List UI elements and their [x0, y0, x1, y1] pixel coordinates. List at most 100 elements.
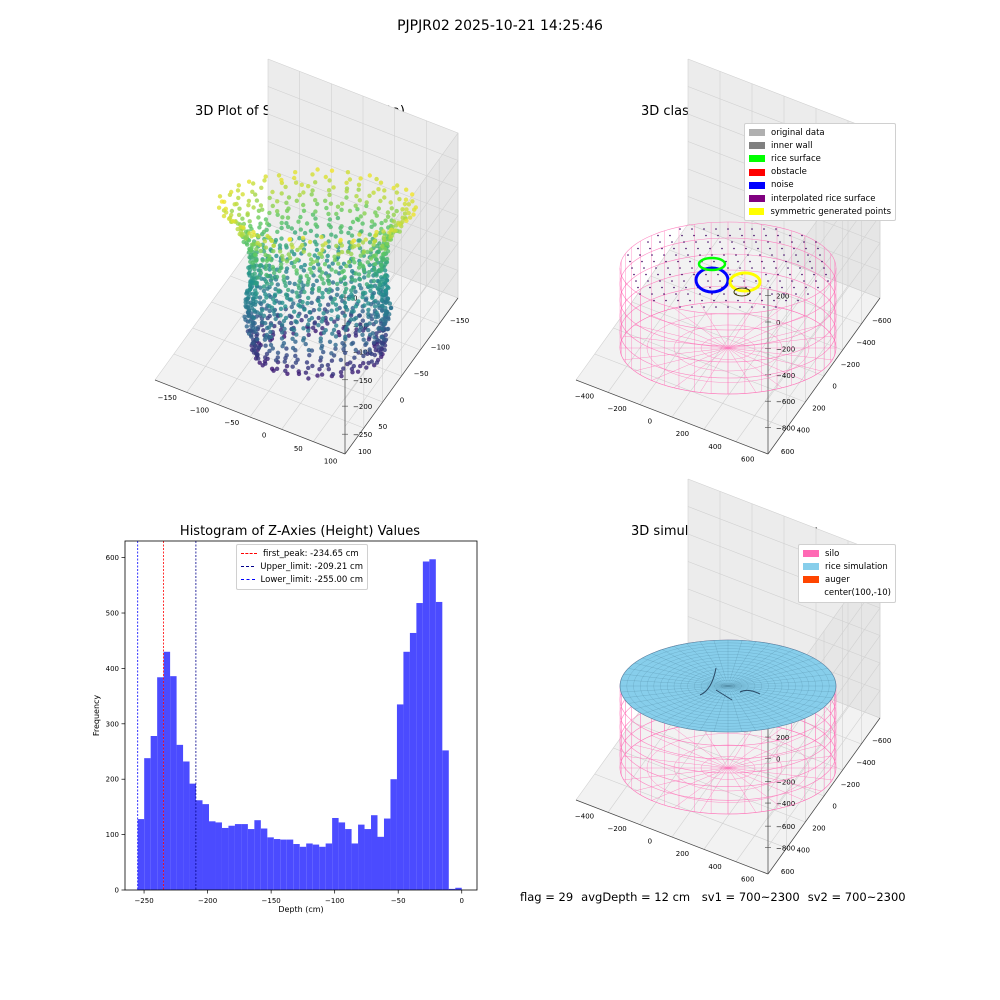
- simulation-silo-wire: [619, 639, 837, 815]
- rice-surface-grid: [727, 685, 814, 715]
- histogram-bar: [254, 820, 261, 890]
- histogram-bar: [241, 824, 248, 890]
- legend-line-swatch: [241, 566, 255, 568]
- x-tick-label: 0: [648, 418, 652, 426]
- rice-surface-grid: [687, 668, 769, 704]
- histogram-bar: [247, 829, 255, 890]
- y-tick-label: 200: [812, 405, 825, 413]
- grid-line: [687, 196, 881, 427]
- legend-item: silo: [803, 547, 891, 560]
- histogram-bar: [293, 844, 300, 890]
- y-tick-label: 100: [106, 831, 119, 839]
- y-tick-label: 400: [106, 665, 119, 673]
- x-tick-label: 600: [741, 875, 754, 883]
- grid-line: [575, 799, 769, 875]
- y-tick-label: 50: [378, 423, 387, 431]
- grid-line: [267, 168, 459, 400]
- grid-line: [594, 353, 787, 429]
- grid-line: [669, 249, 862, 325]
- legend-label: rice surface: [771, 153, 821, 164]
- legend-item: obstacle: [749, 166, 891, 179]
- simulation-silo-floor: [619, 721, 837, 815]
- rice-surface-grid: [699, 641, 729, 687]
- y-tick-label: 0: [832, 383, 836, 391]
- rice-surface-grid: [626, 642, 830, 730]
- z-tick-label: −600: [776, 398, 795, 406]
- x-tick-label: −250: [134, 897, 153, 905]
- legend-label: center(100,-10): [824, 588, 891, 599]
- histogram-bar: [409, 632, 417, 890]
- pane-floor: [576, 644, 880, 874]
- rice-surface-grid: [727, 643, 770, 687]
- x-tick-label: −400: [575, 812, 594, 820]
- legend-swatch: [749, 208, 765, 216]
- classify-interpolated-points: [627, 228, 829, 308]
- legend-label: Upper_limit: -209.21 cm: [260, 561, 363, 572]
- grid-line: [218, 248, 332, 405]
- grid-line: [687, 643, 881, 875]
- histogram-bar: [260, 828, 268, 890]
- grid-line: [631, 721, 825, 797]
- rice-surface-grid: [727, 685, 757, 731]
- histogram-bar: [448, 888, 456, 890]
- histogram-bar: [312, 844, 320, 890]
- z-tick-label: −600: [776, 823, 795, 831]
- grid-line: [687, 223, 881, 455]
- legend-label: Lower_limit: -255.00 cm: [260, 574, 363, 585]
- histogram-bar: [319, 846, 326, 890]
- rice-surface-grid: [727, 640, 743, 687]
- y-axis-line: [767, 297, 881, 455]
- rice-surface-grid: [727, 685, 836, 693]
- legend-swatch: [803, 550, 819, 558]
- x-tick-label: 100: [324, 458, 337, 466]
- grid-line: [607, 656, 721, 813]
- legend-item: inner wall: [749, 139, 891, 152]
- grid-line: [735, 705, 849, 862]
- rice-surface-grid: [727, 685, 805, 719]
- rice-surface-grid: [727, 685, 743, 732]
- rice-surface-grid: [651, 685, 729, 719]
- histogram-bar: [196, 800, 203, 890]
- rice-surface-grid: [667, 659, 789, 713]
- legend-label: symmetric generated points: [770, 206, 891, 217]
- z-tick-label: 200: [776, 293, 789, 301]
- histogram-bar: [137, 819, 145, 890]
- grid-line: [687, 616, 881, 847]
- legend-swatch: [749, 129, 765, 137]
- rice-surface-grid: [686, 685, 729, 729]
- grid-line: [267, 223, 459, 455]
- grid-line: [575, 379, 769, 455]
- y-tick-label: 600: [781, 448, 794, 456]
- histogram-bar: [435, 601, 443, 890]
- rice-surface-grid: [727, 685, 833, 699]
- z-tick-label: 400: [776, 711, 789, 719]
- grid-line: [154, 379, 346, 455]
- grid-line: [767, 297, 881, 455]
- x-tick-label: −200: [608, 825, 627, 833]
- y-tick-label: 400: [797, 846, 810, 854]
- rice-surface-grid: [673, 685, 729, 726]
- classify-legend: original data inner wall rice surface obsta…: [744, 123, 896, 222]
- rice-surface-grid: [628, 685, 729, 704]
- rice-surface-grid: [727, 679, 836, 687]
- grid-line: [211, 301, 402, 377]
- rice-surface-grid: [727, 649, 794, 687]
- legend-swatch: [749, 168, 765, 176]
- grid-line: [249, 260, 364, 418]
- legend-swatch: [749, 181, 765, 189]
- z-tick-label: 200: [776, 734, 789, 742]
- z-tick-label: −200: [353, 403, 372, 411]
- legend-swatch: [803, 576, 819, 584]
- y-tick-label: −600: [872, 317, 891, 325]
- status-line: flag = 29 avgDepth = 12 cm sv1 = 700~2300…: [520, 890, 914, 904]
- histogram-bar: [345, 829, 352, 890]
- x-axis-line: [575, 379, 769, 455]
- rice-surface-grid: [694, 671, 762, 701]
- z-tick-label: −100: [353, 349, 372, 357]
- histogram-bar: [396, 704, 404, 890]
- histogram-bar: [338, 822, 346, 890]
- z-tick-label: −400: [776, 372, 795, 380]
- histogram-bar: [170, 676, 177, 890]
- histogram-bar: [215, 822, 222, 890]
- y-tick-label: 200: [812, 825, 825, 833]
